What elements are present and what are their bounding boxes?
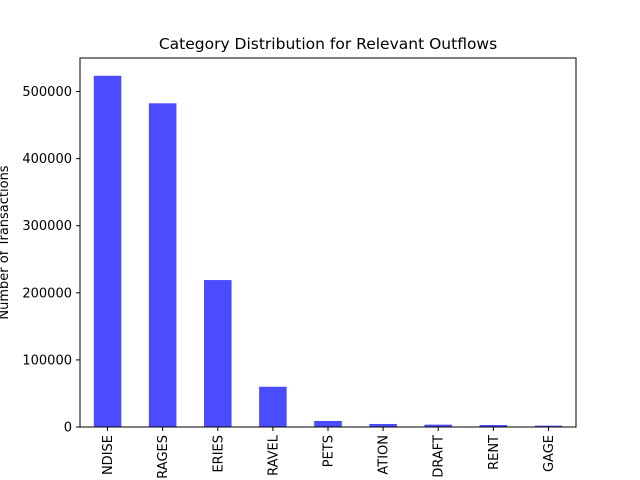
x-tick-label: RAVEL bbox=[266, 434, 281, 476]
x-tick-label: NDISE bbox=[101, 435, 116, 475]
y-axis: 0 100000 200000 300000 400000 500000 bbox=[22, 85, 80, 436]
chart-title: Category Distribution for Relevant Outfl… bbox=[159, 35, 497, 53]
x-tick-label: ATION bbox=[377, 435, 392, 475]
y-tick-label: 300000 bbox=[22, 219, 72, 234]
bars-layer bbox=[93, 75, 563, 427]
x-tick-label: GAGE bbox=[542, 435, 557, 472]
bar bbox=[93, 75, 122, 427]
bar bbox=[148, 103, 177, 427]
y-tick-label: 100000 bbox=[22, 353, 72, 368]
bar bbox=[369, 423, 397, 427]
x-tick-label: PETS bbox=[322, 435, 337, 467]
bar bbox=[314, 420, 342, 427]
y-axis-title: Number of Transactions bbox=[0, 165, 12, 319]
bar bbox=[479, 424, 508, 427]
y-tick-label: 0 bbox=[64, 421, 72, 436]
bar bbox=[204, 280, 232, 427]
x-axis: NDISE RAGES ERIES RAVEL PETS ATION DRAFT RENT GA… bbox=[101, 427, 557, 479]
bar bbox=[424, 424, 452, 427]
x-tick-label: RAGES bbox=[156, 435, 171, 479]
x-tick-label: DRAFT bbox=[432, 435, 447, 478]
bar bbox=[534, 425, 563, 427]
y-tick-label: 200000 bbox=[22, 286, 72, 301]
y-tick-label: 500000 bbox=[22, 85, 72, 100]
y-tick-label: 400000 bbox=[22, 152, 72, 167]
x-tick-label: RENT bbox=[487, 435, 502, 470]
x-tick-label: ERIES bbox=[211, 435, 226, 473]
bar bbox=[259, 386, 287, 427]
